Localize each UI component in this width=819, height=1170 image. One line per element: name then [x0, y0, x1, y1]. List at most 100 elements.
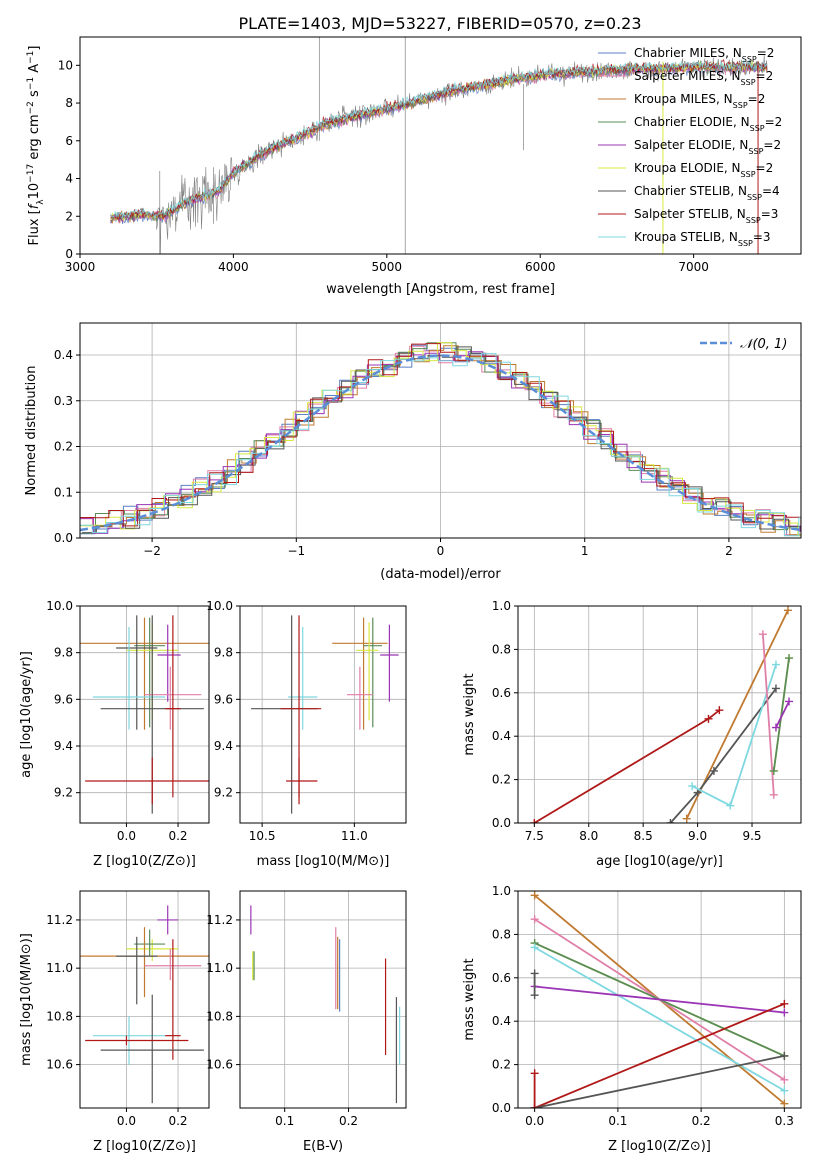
errorbar-point — [85, 757, 209, 805]
weight-marker — [758, 630, 767, 639]
ticks-residuals: −2 −1 0 1 2 0.0 0.1 0.2 0.3 0.4 — [54, 348, 733, 558]
weight-line — [534, 985, 785, 1014]
histogram-chabrier_miles — [80, 344, 801, 536]
y-tick-label: 0.4 — [492, 1014, 511, 1028]
y-tick-label: 10.0 — [206, 599, 233, 613]
x-tick-label: 4000 — [218, 260, 249, 274]
y-tick-label: 0.4 — [54, 348, 73, 362]
x-tick-label: 7.5 — [525, 829, 544, 843]
weight-line — [533, 709, 720, 823]
y-label-part: s — [27, 90, 42, 101]
y-tick-label: 9.8 — [214, 646, 233, 660]
y-label-part: −2 — [26, 101, 36, 114]
errorbar-point — [165, 939, 181, 1060]
model-line-7 — [110, 58, 768, 221]
y-tick-label: 0.6 — [492, 971, 511, 985]
errorbar-point — [92, 627, 166, 730]
errorbar-point — [363, 617, 383, 728]
weight-line — [775, 701, 790, 728]
x-tick-label: 0.3 — [775, 1114, 794, 1128]
weight-marker — [780, 1086, 789, 1095]
y-label-part: erg cm — [27, 114, 42, 163]
errorbar-point — [126, 939, 179, 961]
y-tick-label: 9.4 — [54, 739, 73, 753]
x-tick-label: 10.5 — [249, 829, 276, 843]
gaussian-curve — [80, 354, 801, 532]
weight-line — [534, 1055, 785, 1108]
weight-line — [534, 1002, 785, 1108]
y-tick-label: 0.8 — [492, 642, 511, 656]
histogram-kroupa_miles — [83, 345, 801, 536]
histogram-salpeter_miles — [80, 345, 801, 536]
weight-marker — [530, 991, 539, 1000]
y-label-part: Flux [ — [27, 209, 42, 245]
histogram-kroupa_elodie — [80, 342, 801, 537]
y-tick-label: 6 — [65, 134, 73, 148]
y-axis-label: mass weight — [462, 673, 477, 755]
model-line-8 — [110, 59, 768, 220]
y-tick-label: 0.6 — [492, 686, 511, 700]
histogram-kroupa_stelib — [80, 353, 801, 537]
legend-label: Kroupa ELODIE, NSSP=2 — [634, 161, 773, 179]
errorbar-point — [100, 994, 204, 1104]
y-tick-label: 9.2 — [54, 786, 73, 800]
legend-label: Chabrier STELIB, NSSP=4 — [634, 184, 780, 202]
weight-marker — [783, 606, 792, 615]
errorbar-point — [157, 905, 179, 935]
x-tick-label: 0.0 — [117, 829, 136, 843]
axes-frame-weight_vs_age — [517, 605, 802, 824]
x-tick-label: 0.2 — [168, 829, 187, 843]
legend-label: Salpeter ELODIE, NSSP=2 — [634, 138, 781, 156]
x-tick-label: 0.1 — [608, 1114, 627, 1128]
errorbars-age_vs_mass — [251, 615, 399, 814]
weight-marker — [780, 1099, 789, 1108]
errorbar-point — [287, 627, 318, 730]
weight-marker — [771, 723, 780, 732]
errorbars-mass_vs_Z — [80, 905, 209, 1104]
y-tick-label: 0.2 — [492, 773, 511, 787]
x-tick-label: −1 — [287, 544, 305, 558]
y-tick-label: 0.2 — [54, 440, 73, 454]
errorbars-mass_vs_EBV — [250, 905, 401, 1104]
axes-frame-weight_vs_Z — [517, 890, 802, 1109]
x-axis-label: E(B-V) — [303, 1139, 343, 1154]
x-tick-label: 0.2 — [168, 1114, 187, 1128]
x-tick-label: 0.2 — [339, 1114, 358, 1128]
errorbar-point — [80, 617, 209, 730]
errorbar-point — [85, 1035, 189, 1046]
x-tick-label: 1 — [581, 544, 589, 558]
y-axis-label: mass weight — [462, 958, 477, 1040]
residual-legend: 𝒩(0, 1) — [700, 337, 787, 352]
legend-label: Chabrier MILES, NSSP=2 — [634, 46, 774, 64]
errorbar-point — [332, 617, 388, 730]
x-tick-label: 2 — [725, 544, 733, 558]
x-tick-label: 0 — [437, 544, 445, 558]
x-axis-label: (data-model)/error — [380, 567, 501, 582]
y-label-part: −17 — [26, 164, 36, 183]
legend-label: Kroupa MILES, NSSP=2 — [634, 92, 765, 110]
weight-lines-weight_vs_Z — [530, 891, 789, 1108]
figure-title: PLATE=1403, MJD=53227, FIBERID=0570, z=0… — [238, 14, 641, 33]
weight-marker — [769, 790, 778, 799]
axes-mass_vs_EBV — [240, 891, 406, 1108]
y-tick-label: 2 — [65, 209, 73, 223]
y-tick-label: 4 — [65, 172, 73, 186]
x-tick-label: 9.0 — [688, 829, 707, 843]
y-tick-label: 10.8 — [46, 1009, 73, 1023]
x-tick-label: 6000 — [525, 260, 556, 274]
y-tick-label: 8 — [65, 96, 73, 110]
y-tick-label: 11.2 — [46, 913, 73, 927]
ticks-age_vs_mass: 10.5 11.0 9.2 9.4 9.6 9.8 10.0 — [206, 599, 367, 843]
weight-line — [534, 946, 785, 1092]
x-tick-label: 5000 — [372, 260, 403, 274]
y-label-part: λ — [36, 199, 46, 205]
x-tick-label: 0.0 — [117, 1114, 136, 1128]
spectrum-lines — [110, 37, 768, 254]
weight-marker — [785, 697, 794, 706]
axes-frame-mass_vs_Z — [79, 890, 210, 1109]
y-tick-label: 0.0 — [54, 531, 73, 545]
x-tick-label: −2 — [143, 544, 161, 558]
y-tick-label: 9.8 — [54, 646, 73, 660]
histogram-salpeter_stelib — [80, 343, 801, 531]
